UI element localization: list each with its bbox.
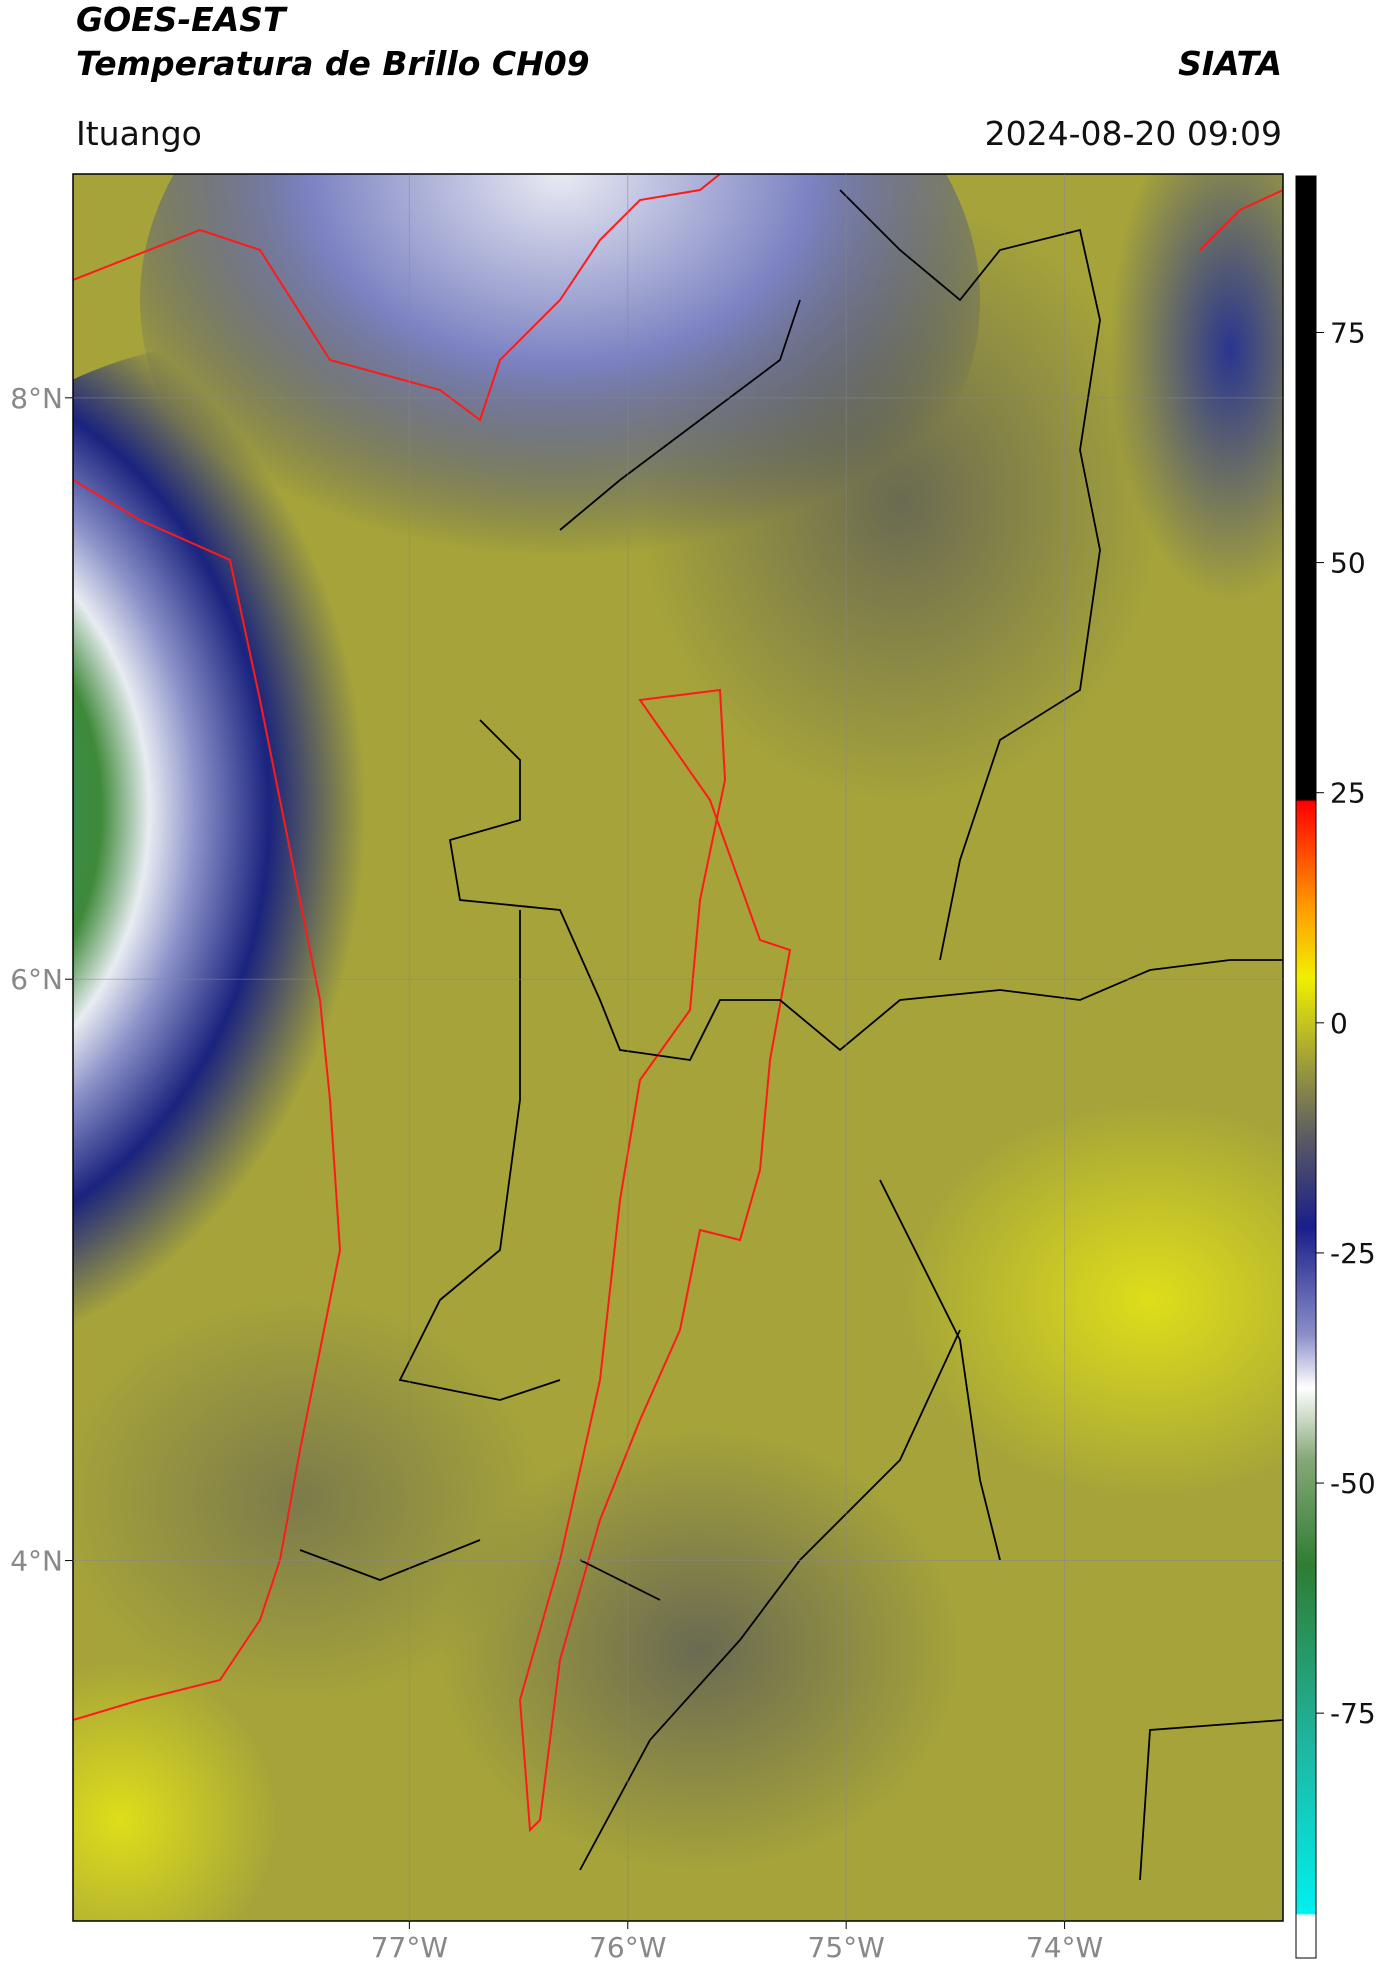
y-tick-label: 4°N: [10, 1545, 63, 1578]
x-tick-label: 76°W: [589, 1931, 666, 1964]
x-tick-label: 77°W: [371, 1931, 448, 1964]
y-tick-label: 6°N: [10, 963, 63, 996]
title: GOES-EAST: [76, 0, 286, 39]
colorbar: [1295, 175, 1317, 1959]
x-tick-label: 74°W: [1026, 1931, 1103, 1964]
map-frame: [72, 173, 1284, 1922]
timestamp: 2024-08-20 09:09: [984, 114, 1282, 153]
source: SIATA: [1178, 44, 1282, 83]
colorbar-tick-label: -25: [1330, 1237, 1376, 1270]
colorbar-tick-label: 0: [1330, 1007, 1348, 1040]
colorbar-tick-label: -50: [1330, 1467, 1376, 1500]
title: Temperatura de Brillo CH09: [76, 44, 590, 83]
colorbar-tick-label: 75: [1330, 316, 1366, 349]
x-tick-label: 75°W: [808, 1931, 885, 1964]
colorbar-tick-label: 50: [1330, 547, 1366, 580]
colorbar-tick-label: -75: [1330, 1697, 1376, 1730]
y-tick-label: 8°N: [10, 382, 63, 415]
colorbar-tick-label: 25: [1330, 777, 1366, 810]
location: Ituango: [76, 114, 202, 153]
